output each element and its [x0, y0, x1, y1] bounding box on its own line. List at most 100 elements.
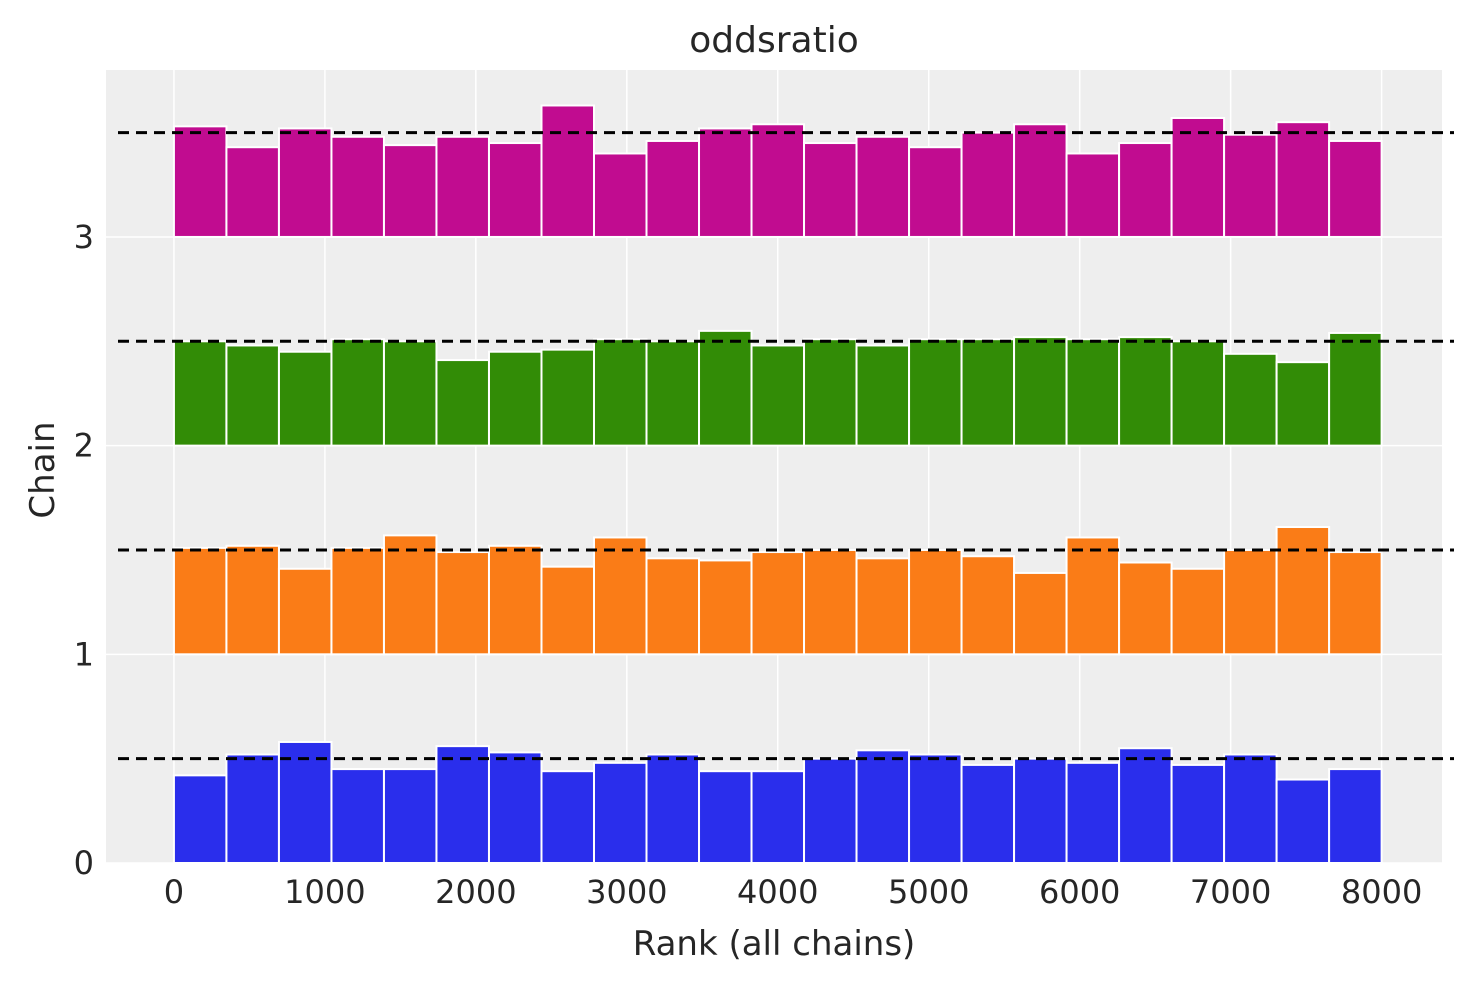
rank-bar-chain-1 [592, 536, 648, 656]
rank-bar-chain-0 [277, 740, 333, 864]
rank-bar-chain-2 [225, 344, 280, 447]
rank-bar-chain-0 [382, 768, 438, 864]
y-tick-label: 2 [74, 427, 94, 465]
rank-bar-chain-0 [908, 753, 963, 864]
x-tick-label: 8000 [1341, 873, 1422, 911]
rank-bar-chain-0 [1275, 778, 1331, 864]
rank-bar-chain-2 [698, 329, 753, 447]
x-axis-label: Rank (all chains) [633, 924, 916, 964]
rank-bar-chain-0 [1013, 757, 1068, 864]
rank-bar-chain-3 [225, 146, 280, 238]
rank-bar-chain-0 [487, 751, 543, 864]
rank-bar-chain-1 [540, 565, 595, 656]
rank-bar-chain-3 [592, 152, 648, 238]
rank-bar-chain-1 [1275, 526, 1331, 656]
rank-bar-chain-2 [750, 344, 806, 447]
rank-bar-chain-2 [277, 350, 333, 447]
rank-bar-chain-0 [540, 770, 595, 865]
rank-bar-chain-1 [803, 548, 858, 656]
y-tick-label: 1 [74, 635, 94, 673]
y-tick-label: 3 [74, 218, 94, 256]
histogram-bars [172, 104, 1383, 865]
rank-bar-chain-2 [1118, 336, 1173, 447]
rank-bar-chain-3 [855, 135, 911, 238]
rank-bar-chain-3 [382, 144, 438, 238]
rank-bar-chain-3 [908, 146, 963, 238]
rank-bar-chain-0 [330, 768, 385, 864]
rank-bar-chain-3 [960, 131, 1016, 238]
rank-bar-chain-3 [803, 142, 858, 238]
x-tick-label: 0 [164, 873, 184, 911]
x-tick-label: 7000 [1190, 873, 1271, 911]
rank-bar-chain-1 [1223, 548, 1278, 656]
rank-bar-chain-2 [1013, 336, 1068, 447]
rank-bar-chain-1 [750, 551, 806, 656]
x-tick-labels: 0 1000 2000 3000 4000 5000 6000 7000 8000 [164, 873, 1423, 911]
rank-bar-chain-2 [803, 338, 858, 447]
rank-bar-chain-1 [960, 555, 1016, 656]
rank-bar-chain-1 [435, 551, 490, 656]
rank-bar-chain-0 [225, 753, 280, 864]
rank-bar-chain-0 [172, 774, 228, 865]
rank-bar-chain-0 [592, 761, 648, 865]
rank-bar-chain-1 [1118, 561, 1173, 656]
rank-bar-chain-3 [172, 125, 228, 238]
rank-bar-chain-1 [225, 544, 280, 656]
rank-bar-chain-0 [1118, 747, 1173, 865]
y-tick-labels: 0 1 2 3 [74, 218, 94, 882]
rank-bar-chain-1 [698, 559, 753, 656]
rank-bar-chain-2 [645, 340, 701, 447]
rank-bar-chain-3 [435, 135, 490, 238]
rank-bar-chain-2 [1223, 352, 1278, 447]
x-tick-label: 6000 [1039, 873, 1120, 911]
rank-bar-chain-1 [487, 544, 543, 656]
rank-bar-chain-2 [1275, 361, 1331, 447]
rank-bar-chain-3 [1328, 139, 1383, 238]
x-tick-label: 3000 [586, 873, 667, 911]
rank-bar-chain-1 [1328, 551, 1383, 656]
rank-bar-chain-3 [540, 104, 595, 238]
rank-bar-chain-1 [908, 548, 963, 656]
rank-bar-chain-3 [330, 135, 385, 238]
rank-bar-chain-3 [277, 127, 333, 238]
rank-bar-chain-1 [645, 557, 701, 656]
rank-bar-chain-3 [1065, 152, 1121, 238]
rank-bar-chain-0 [435, 745, 490, 864]
rank-bar-chain-0 [750, 770, 806, 865]
rank-bar-chain-2 [960, 338, 1016, 447]
rank-bar-chain-0 [698, 770, 753, 865]
rank-bar-chain-2 [487, 350, 543, 447]
rank-bar-chain-0 [803, 757, 858, 864]
rank-bar-chain-3 [1013, 123, 1068, 238]
rank-bar-chain-3 [1223, 133, 1278, 238]
rank-bar-chain-2 [382, 340, 438, 447]
y-tick-label: 0 [74, 844, 94, 882]
x-tick-label: 4000 [737, 873, 818, 911]
x-tick-label: 5000 [888, 873, 969, 911]
rank-bar-chain-2 [435, 359, 490, 447]
reference-lines [118, 131, 1454, 761]
rank-bar-chain-0 [855, 749, 911, 865]
rank-bar-chain-1 [1065, 536, 1121, 656]
rank-bar-chain-1 [1013, 571, 1068, 656]
rank-bar-chain-1 [172, 546, 228, 656]
rank-bar-chain-0 [1065, 761, 1121, 865]
x-tick-label: 1000 [284, 873, 365, 911]
rank-bar-chain-0 [1170, 763, 1226, 864]
rank-bar-chain-2 [1065, 338, 1121, 447]
rank-bar-chain-2 [172, 340, 228, 447]
chart-title: oddsratio [689, 20, 859, 61]
y-axis-label: Chain [23, 421, 63, 518]
rank-bar-chain-0 [1328, 768, 1383, 864]
rank-bar-chain-2 [330, 338, 385, 447]
rank-bar-chain-0 [645, 753, 701, 864]
rank-bar-chain-1 [382, 534, 438, 656]
rank-bar-chain-0 [1223, 753, 1278, 864]
rank-bar-chain-1 [1170, 567, 1226, 656]
rank-bar-chain-3 [1170, 116, 1226, 238]
rank-bar-chain-2 [908, 338, 963, 447]
rank-bar-chain-2 [1170, 340, 1226, 447]
rank-bar-chain-2 [855, 344, 911, 447]
rank-bar-chain-3 [645, 139, 701, 238]
rank-bar-chain-3 [1275, 121, 1331, 238]
